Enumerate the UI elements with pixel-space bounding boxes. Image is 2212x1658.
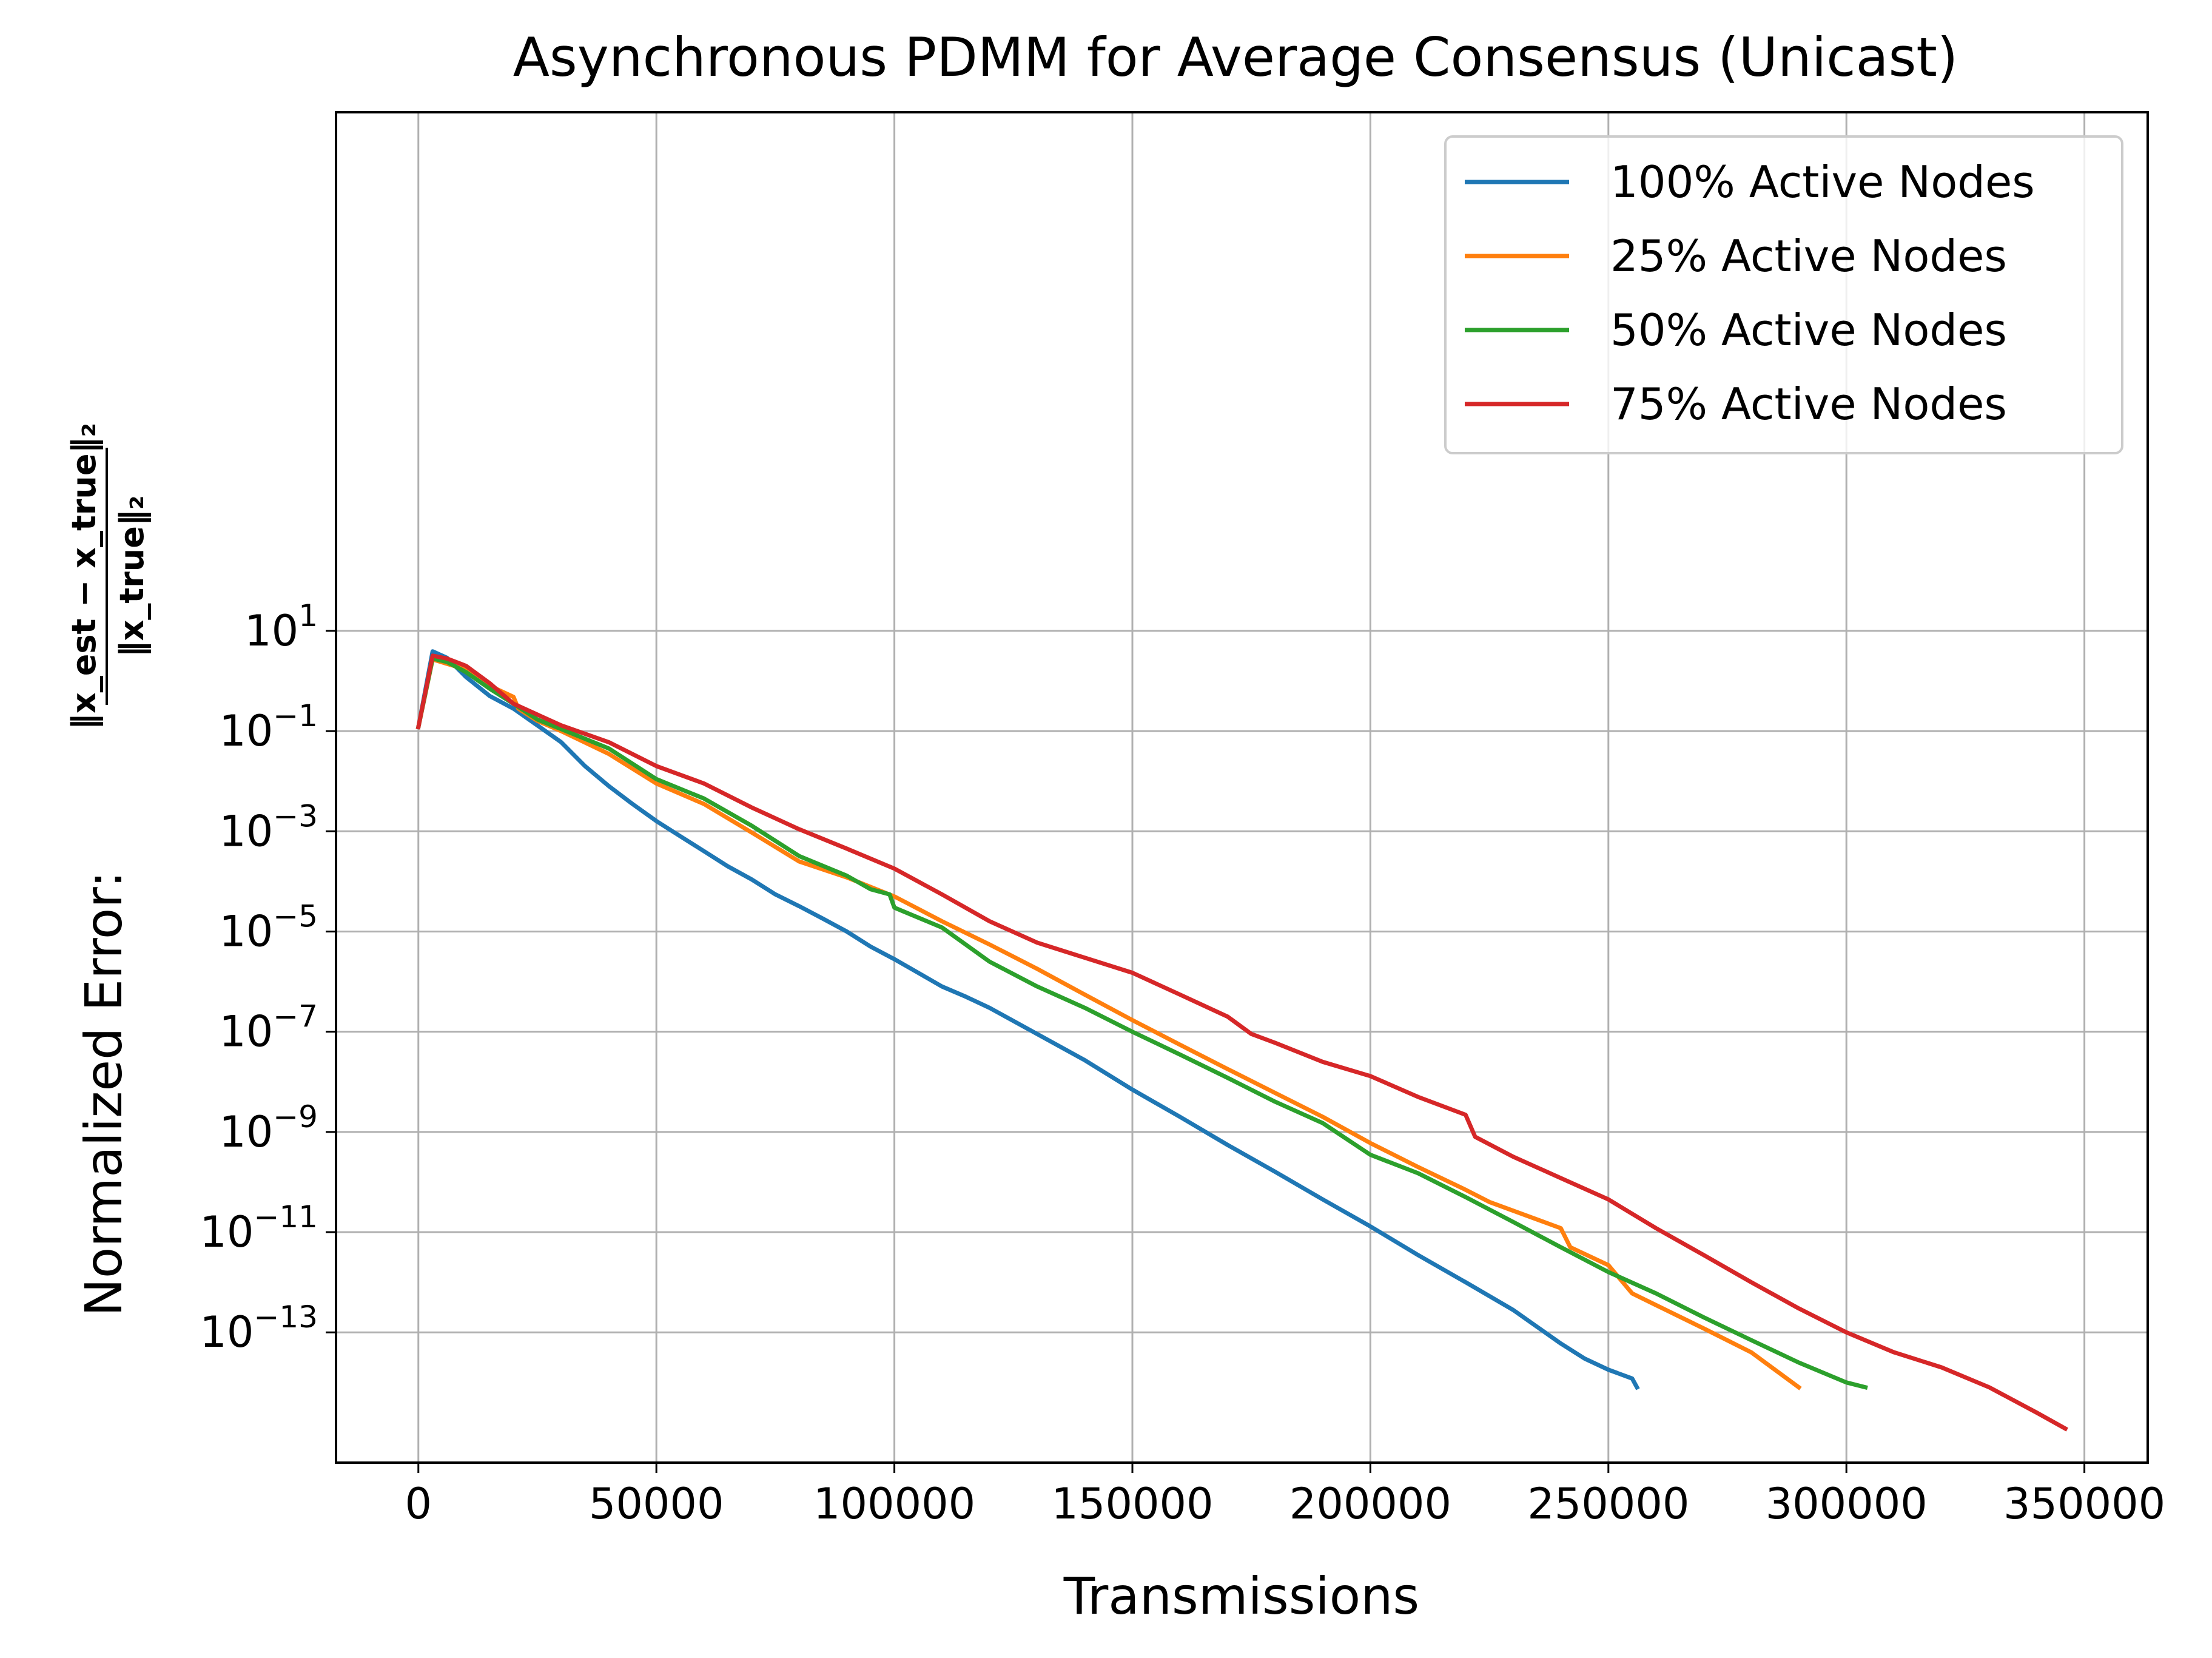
y-axis-label: Normalized Error: ‖x_est − x_true‖₂ ‖x_t… [65, 423, 151, 1316]
y-tick-label: 10−5 [219, 898, 318, 956]
series-line-1 [415, 649, 1640, 1390]
y-tick-label: 10−7 [219, 999, 318, 1057]
chart-title: Asynchronous PDMM for Average Consensus … [513, 26, 1958, 89]
x-tick-label: 200000 [1289, 1479, 1451, 1529]
x-tick-label: 250000 [1527, 1479, 1689, 1529]
legend-label: 50% Active Nodes [1610, 305, 2007, 356]
y-axis-ticks: 101 10−1 10−3 10−5 10−7 10−9 10−11 10−13 [200, 598, 336, 1357]
x-axis-ticks: 0 50000 100000 150000 200000 250000 300000 3500… [405, 1463, 2165, 1529]
legend-box [1444, 135, 2123, 454]
y-tick-label: 10−11 [200, 1199, 318, 1257]
x-tick-label: 350000 [2003, 1479, 2165, 1529]
legend-label: 25% Active Nodes [1610, 231, 2007, 281]
y-tick-label: 10−9 [219, 1099, 318, 1157]
series-line-3 [415, 656, 1868, 1390]
x-tick-label: 0 [405, 1479, 432, 1529]
y-tick-label: 10−1 [219, 698, 318, 756]
y-axis-label-prefix: Normalized Error: [74, 871, 133, 1316]
y-tick-label: 10−3 [219, 798, 318, 856]
x-tick-label: 150000 [1051, 1479, 1213, 1529]
y-tick-label: 101 [244, 598, 318, 656]
plot-area-frame [335, 111, 2149, 1464]
series-line-4 [415, 653, 2068, 1432]
y-axis-label-denominator: ‖x_true‖₂ [113, 496, 151, 658]
x-tick-label: 50000 [589, 1479, 724, 1529]
legend-label: 100% Active Nodes [1610, 157, 2035, 207]
x-axis-label: Transmissions [1063, 1566, 1419, 1626]
x-tick-label: 100000 [813, 1479, 975, 1529]
x-tick-label: 300000 [1766, 1479, 1928, 1529]
legend: 100% Active Nodes 25% Active Nodes 50% Act… [1444, 135, 2123, 454]
y-axis-label-numerator: ‖x_est − x_true‖₂ [65, 423, 103, 730]
data-series [415, 649, 2068, 1432]
y-tick-label: 10−13 [200, 1299, 318, 1357]
legend-label: 75% Active Nodes [1610, 379, 2007, 430]
